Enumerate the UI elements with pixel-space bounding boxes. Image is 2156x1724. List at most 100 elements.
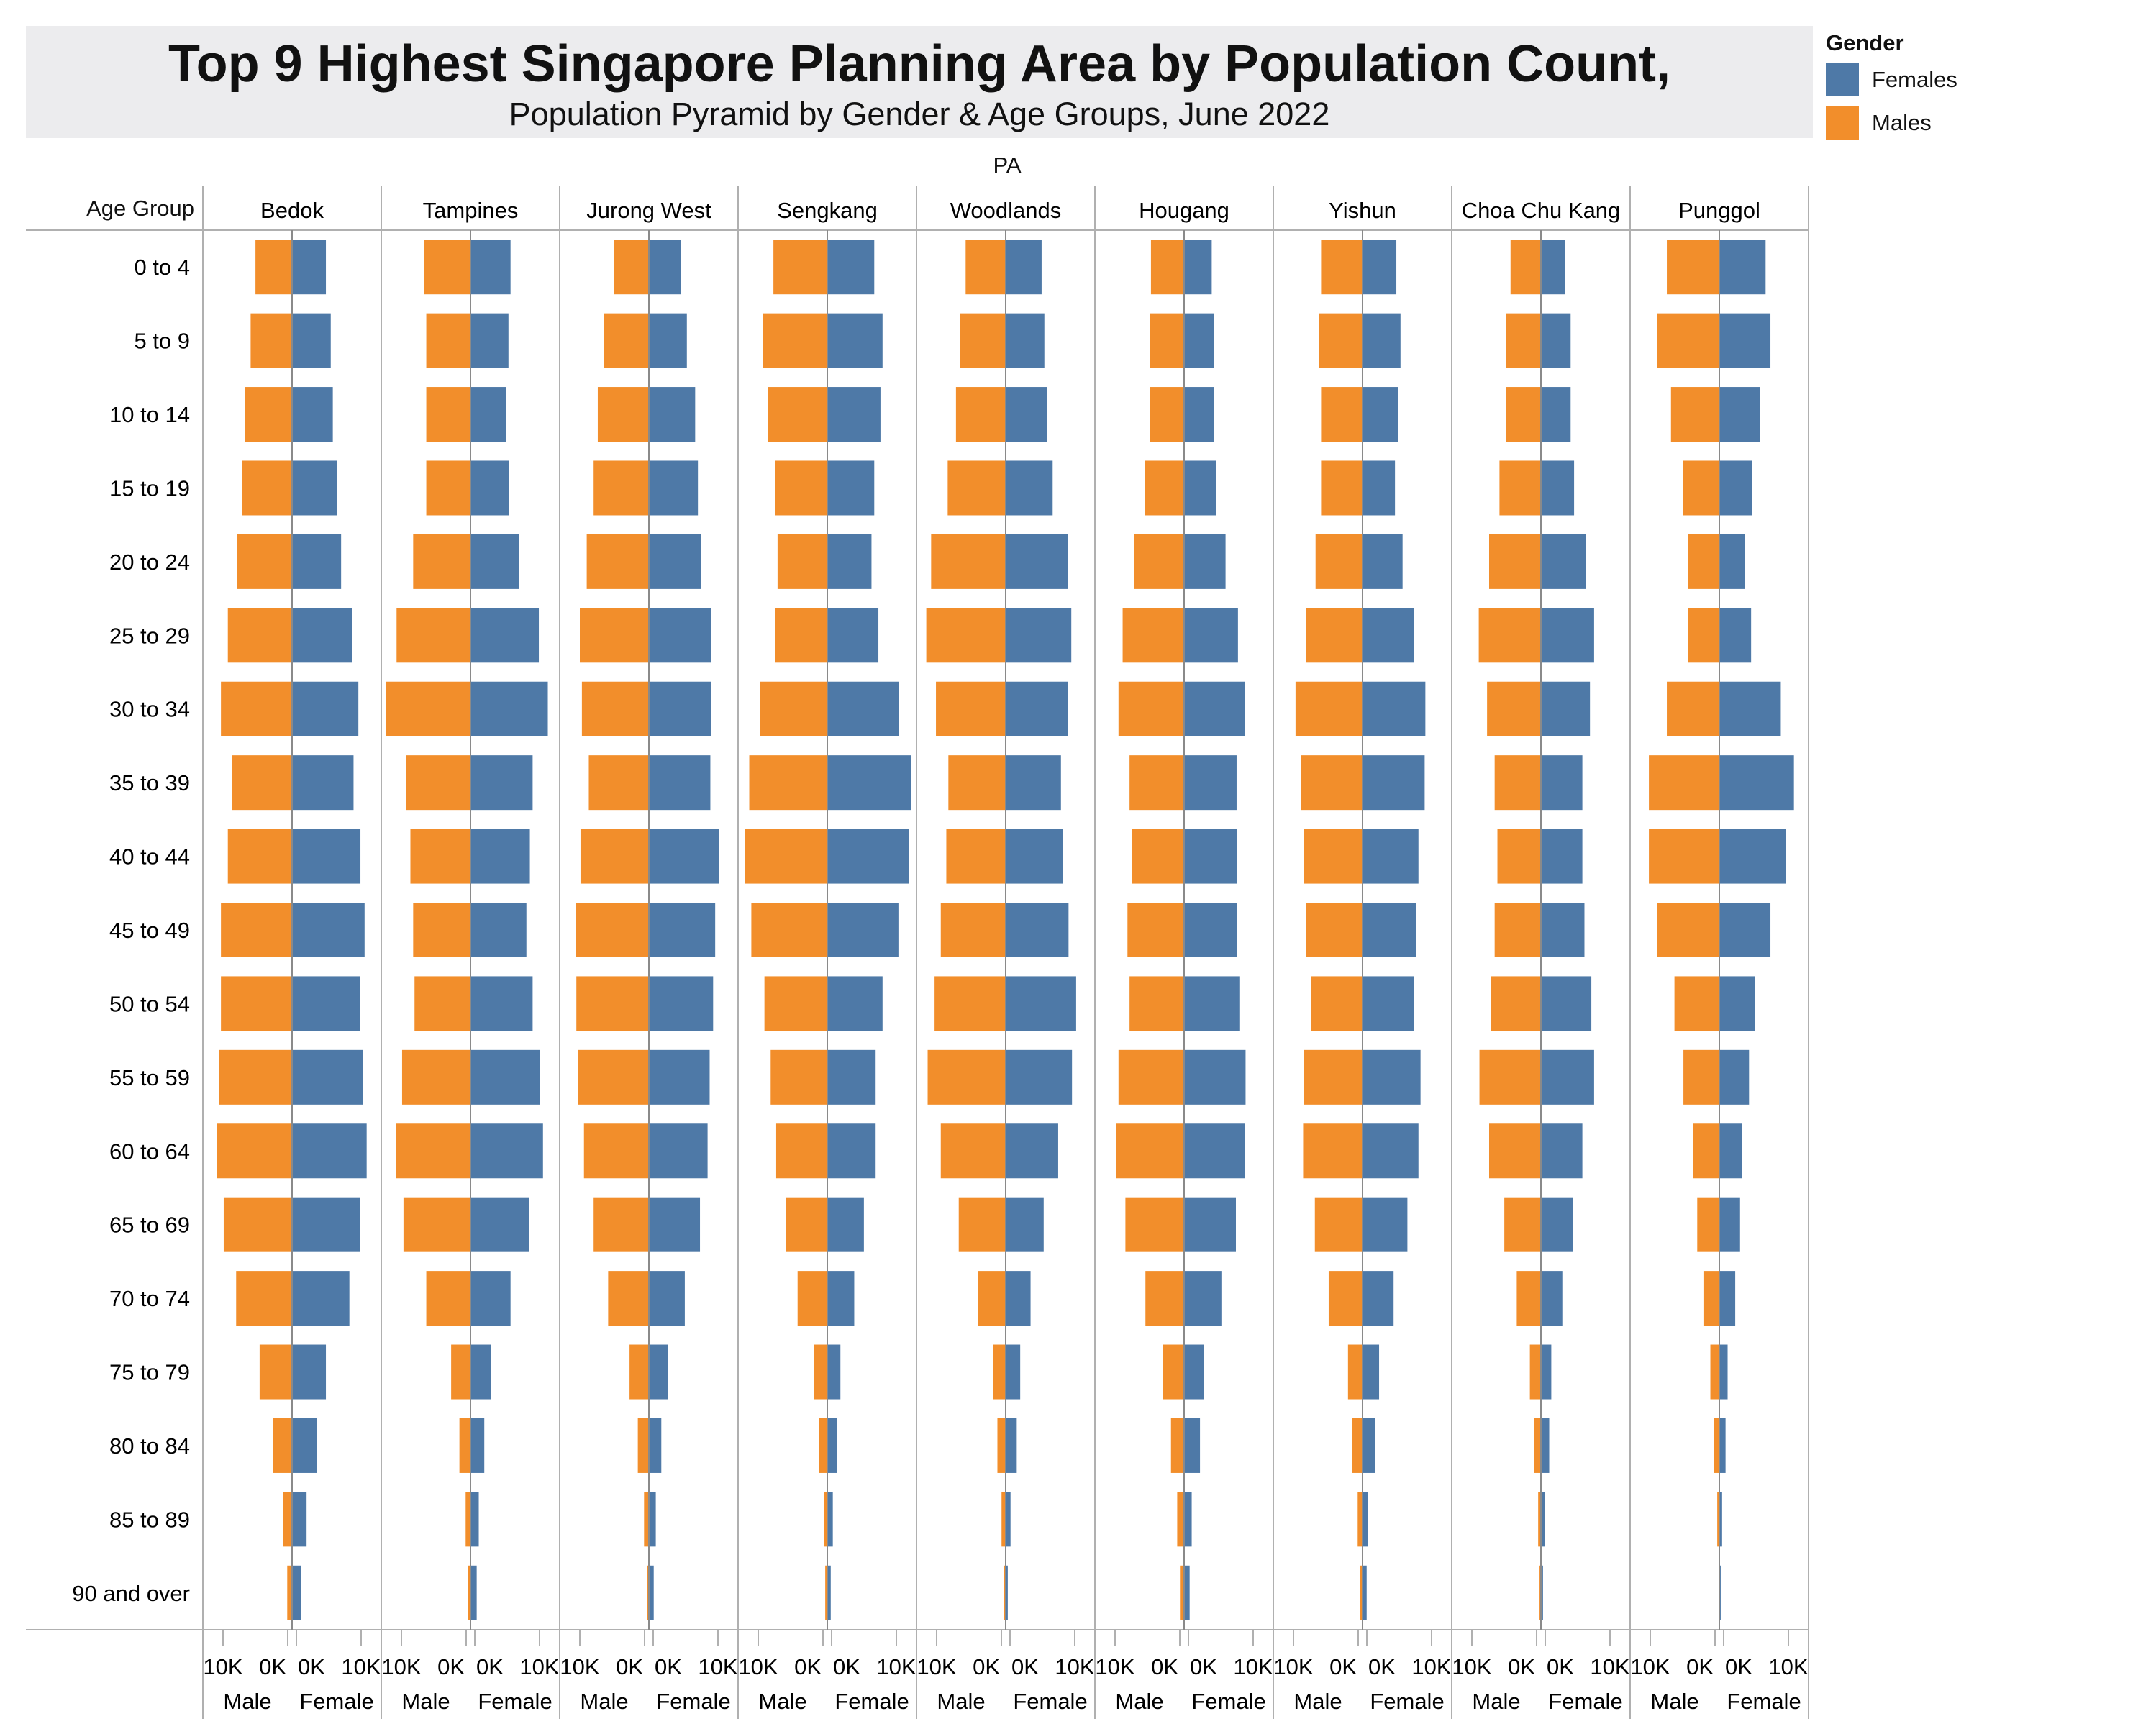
bar-male [1657, 903, 1719, 957]
tick-label-female: 10K [1055, 1654, 1094, 1679]
bar-male [410, 829, 470, 884]
bar-male [960, 313, 1006, 368]
bar-male [273, 1418, 292, 1473]
bar-male [1180, 1565, 1184, 1620]
bar-female [827, 681, 899, 736]
bar-female [1006, 1565, 1008, 1620]
tick-label-female: 10K [1768, 1654, 1808, 1679]
axis-title-female: Female [478, 1689, 552, 1714]
bar-male [775, 460, 827, 516]
bar-female [649, 387, 696, 442]
bar-male [406, 755, 470, 811]
tick-label-female: 10K [1411, 1654, 1451, 1679]
bar-male [1352, 1418, 1363, 1473]
bar-male [773, 240, 827, 295]
tick-label-male: 10K [203, 1654, 242, 1679]
bar-female [470, 976, 533, 1031]
bar-female [1006, 755, 1061, 811]
bar-female [1541, 313, 1571, 368]
bar-male [608, 1271, 649, 1326]
bar-male [1314, 1197, 1363, 1252]
bar-female [1719, 903, 1771, 957]
bar-female [292, 1271, 350, 1326]
age-group-label: 0 to 4 [134, 255, 190, 280]
bar-female [470, 1418, 485, 1473]
bar-female [470, 387, 506, 442]
bar-female [1363, 681, 1426, 736]
bar-female [1184, 903, 1237, 957]
bar-female [1184, 1123, 1245, 1179]
title-box: Top 9 Highest Singapore Planning Area by… [26, 26, 1813, 138]
bar-male [1683, 1049, 1719, 1105]
bar-male [644, 1492, 649, 1547]
bar-female [1184, 240, 1212, 295]
bar-female [1719, 755, 1794, 811]
bar-female [1006, 387, 1047, 442]
bar-female [1719, 1049, 1750, 1105]
bar-female [1363, 976, 1414, 1031]
bar-male [221, 903, 292, 957]
bar-male [1129, 755, 1184, 811]
bar-female [1184, 1271, 1222, 1326]
bar-female [292, 1197, 360, 1252]
bar-male [1116, 1123, 1184, 1179]
bar-male [250, 313, 292, 368]
pa-header-jurong-west: Jurong West [586, 198, 711, 223]
bar-male [993, 1344, 1006, 1400]
bar-male [1145, 460, 1184, 516]
bar-female [1363, 608, 1414, 663]
bar-male [426, 460, 470, 516]
bar-male [927, 1049, 1006, 1105]
bar-male [1319, 313, 1363, 368]
bar-male [451, 1344, 470, 1400]
bar-male [1714, 1418, 1719, 1473]
tick-label-male: 0K [259, 1654, 286, 1679]
age-group-label: 90 and over [72, 1581, 190, 1606]
age-group-label: 80 to 84 [109, 1433, 190, 1459]
bar-male [936, 681, 1006, 736]
axis-title-female: Female [1727, 1689, 1801, 1714]
bar-male [775, 1123, 827, 1179]
bar-male [770, 1049, 827, 1105]
axis-title-male: Male [758, 1689, 806, 1714]
bar-female [1719, 1271, 1736, 1326]
bar-male [597, 387, 649, 442]
bar-male [414, 976, 470, 1031]
bar-female [1541, 1049, 1594, 1105]
bar-female [292, 1418, 317, 1473]
bar-male [1506, 387, 1541, 442]
bar-female [1719, 387, 1760, 442]
bar-female [470, 755, 533, 811]
bar-male [745, 829, 827, 884]
axis-title-male: Male [1472, 1689, 1520, 1714]
bar-male [1360, 1565, 1363, 1620]
bar-male [1649, 829, 1719, 884]
pa-header-sengkang: Sengkang [777, 198, 878, 223]
bar-female [1541, 1197, 1573, 1252]
bar-male [236, 1271, 292, 1326]
bar-female [649, 976, 714, 1031]
axis-title-male: Male [223, 1689, 271, 1714]
bar-female [649, 1492, 656, 1547]
bar-male [259, 1344, 292, 1400]
bar-female [470, 313, 509, 368]
bar-male [1306, 608, 1363, 663]
bar-female [292, 387, 333, 442]
bar-female [470, 903, 527, 957]
bar-male [786, 1197, 827, 1252]
bar-male [223, 1197, 292, 1252]
bar-male [749, 755, 827, 811]
chart-title: Top 9 Highest Singapore Planning Area by… [168, 35, 1671, 93]
bar-female [1719, 1123, 1742, 1179]
bar-male [221, 976, 292, 1031]
bar-male [1491, 976, 1541, 1031]
bar-female [649, 903, 716, 957]
bar-male [1478, 608, 1541, 663]
bar-male [245, 387, 292, 442]
bar-male [1667, 240, 1719, 295]
bar-female [827, 1197, 864, 1252]
bar-male [255, 240, 292, 295]
bar-female [1541, 976, 1592, 1031]
axis-title-male: Male [937, 1689, 985, 1714]
